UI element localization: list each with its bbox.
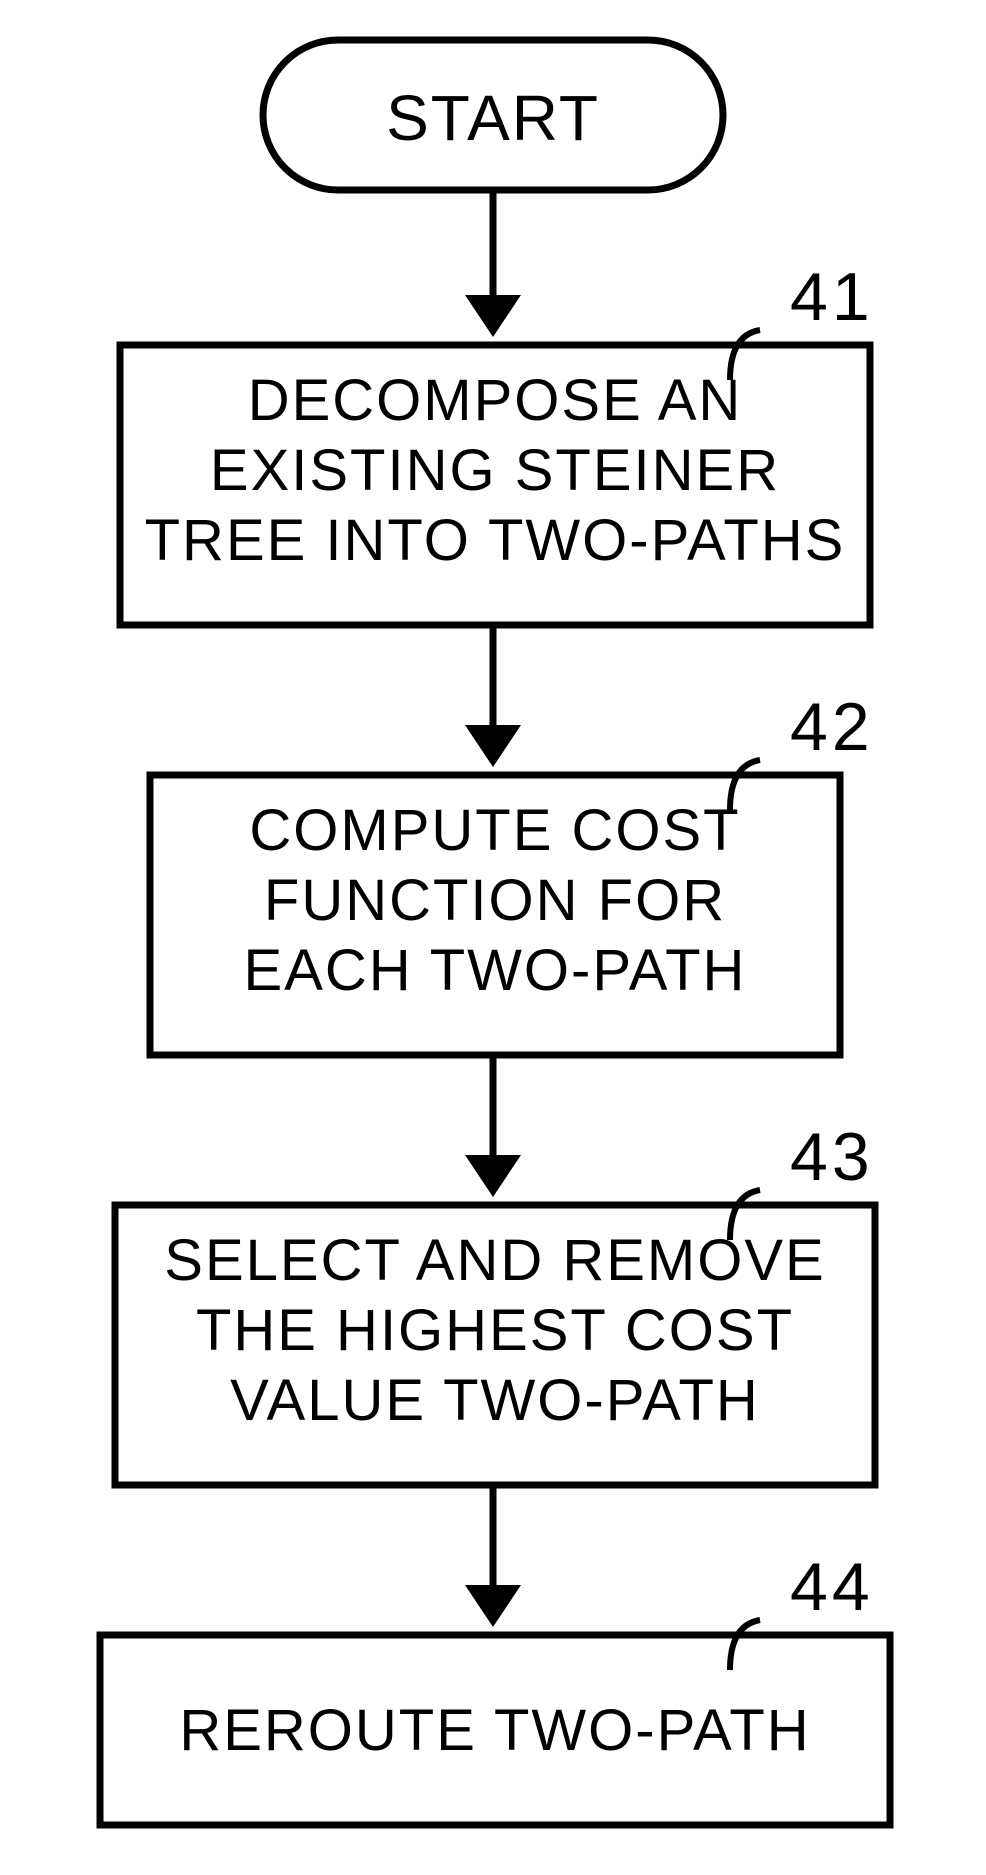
ref-label-44: 44 [790,1549,874,1625]
ref-label-41: 41 [790,259,874,335]
box-41-line-1: EXISTING STEINER [210,438,780,503]
box-41-line-0: DECOMPOSE AN [248,368,743,433]
box-43-line-1: THE HIGHEST COST [196,1298,794,1363]
box-44-line-0: REROUTE TWO-PATH [179,1698,810,1763]
box-42-line-2: EACH TWO-PATH [244,938,747,1003]
ref-label-42: 42 [790,689,874,765]
box-43-line-0: SELECT AND REMOVE [164,1228,825,1293]
box-43-line-2: VALUE TWO-PATH [230,1368,760,1433]
start-label: START [386,82,600,154]
box-42-line-0: COMPUTE COST [249,798,740,863]
step-41: 41 DECOMPOSE AN EXISTING STEINER TREE IN… [120,259,874,625]
ref-label-43: 43 [790,1119,874,1195]
box-41-line-2: TREE INTO TWO-PATHS [145,508,846,573]
box-42-line-1: FUNCTION FOR [264,868,726,933]
ref-hook-44 [730,1620,760,1670]
step-42: 42 COMPUTE COST FUNCTION FOR EACH TWO-PA… [150,689,874,1055]
